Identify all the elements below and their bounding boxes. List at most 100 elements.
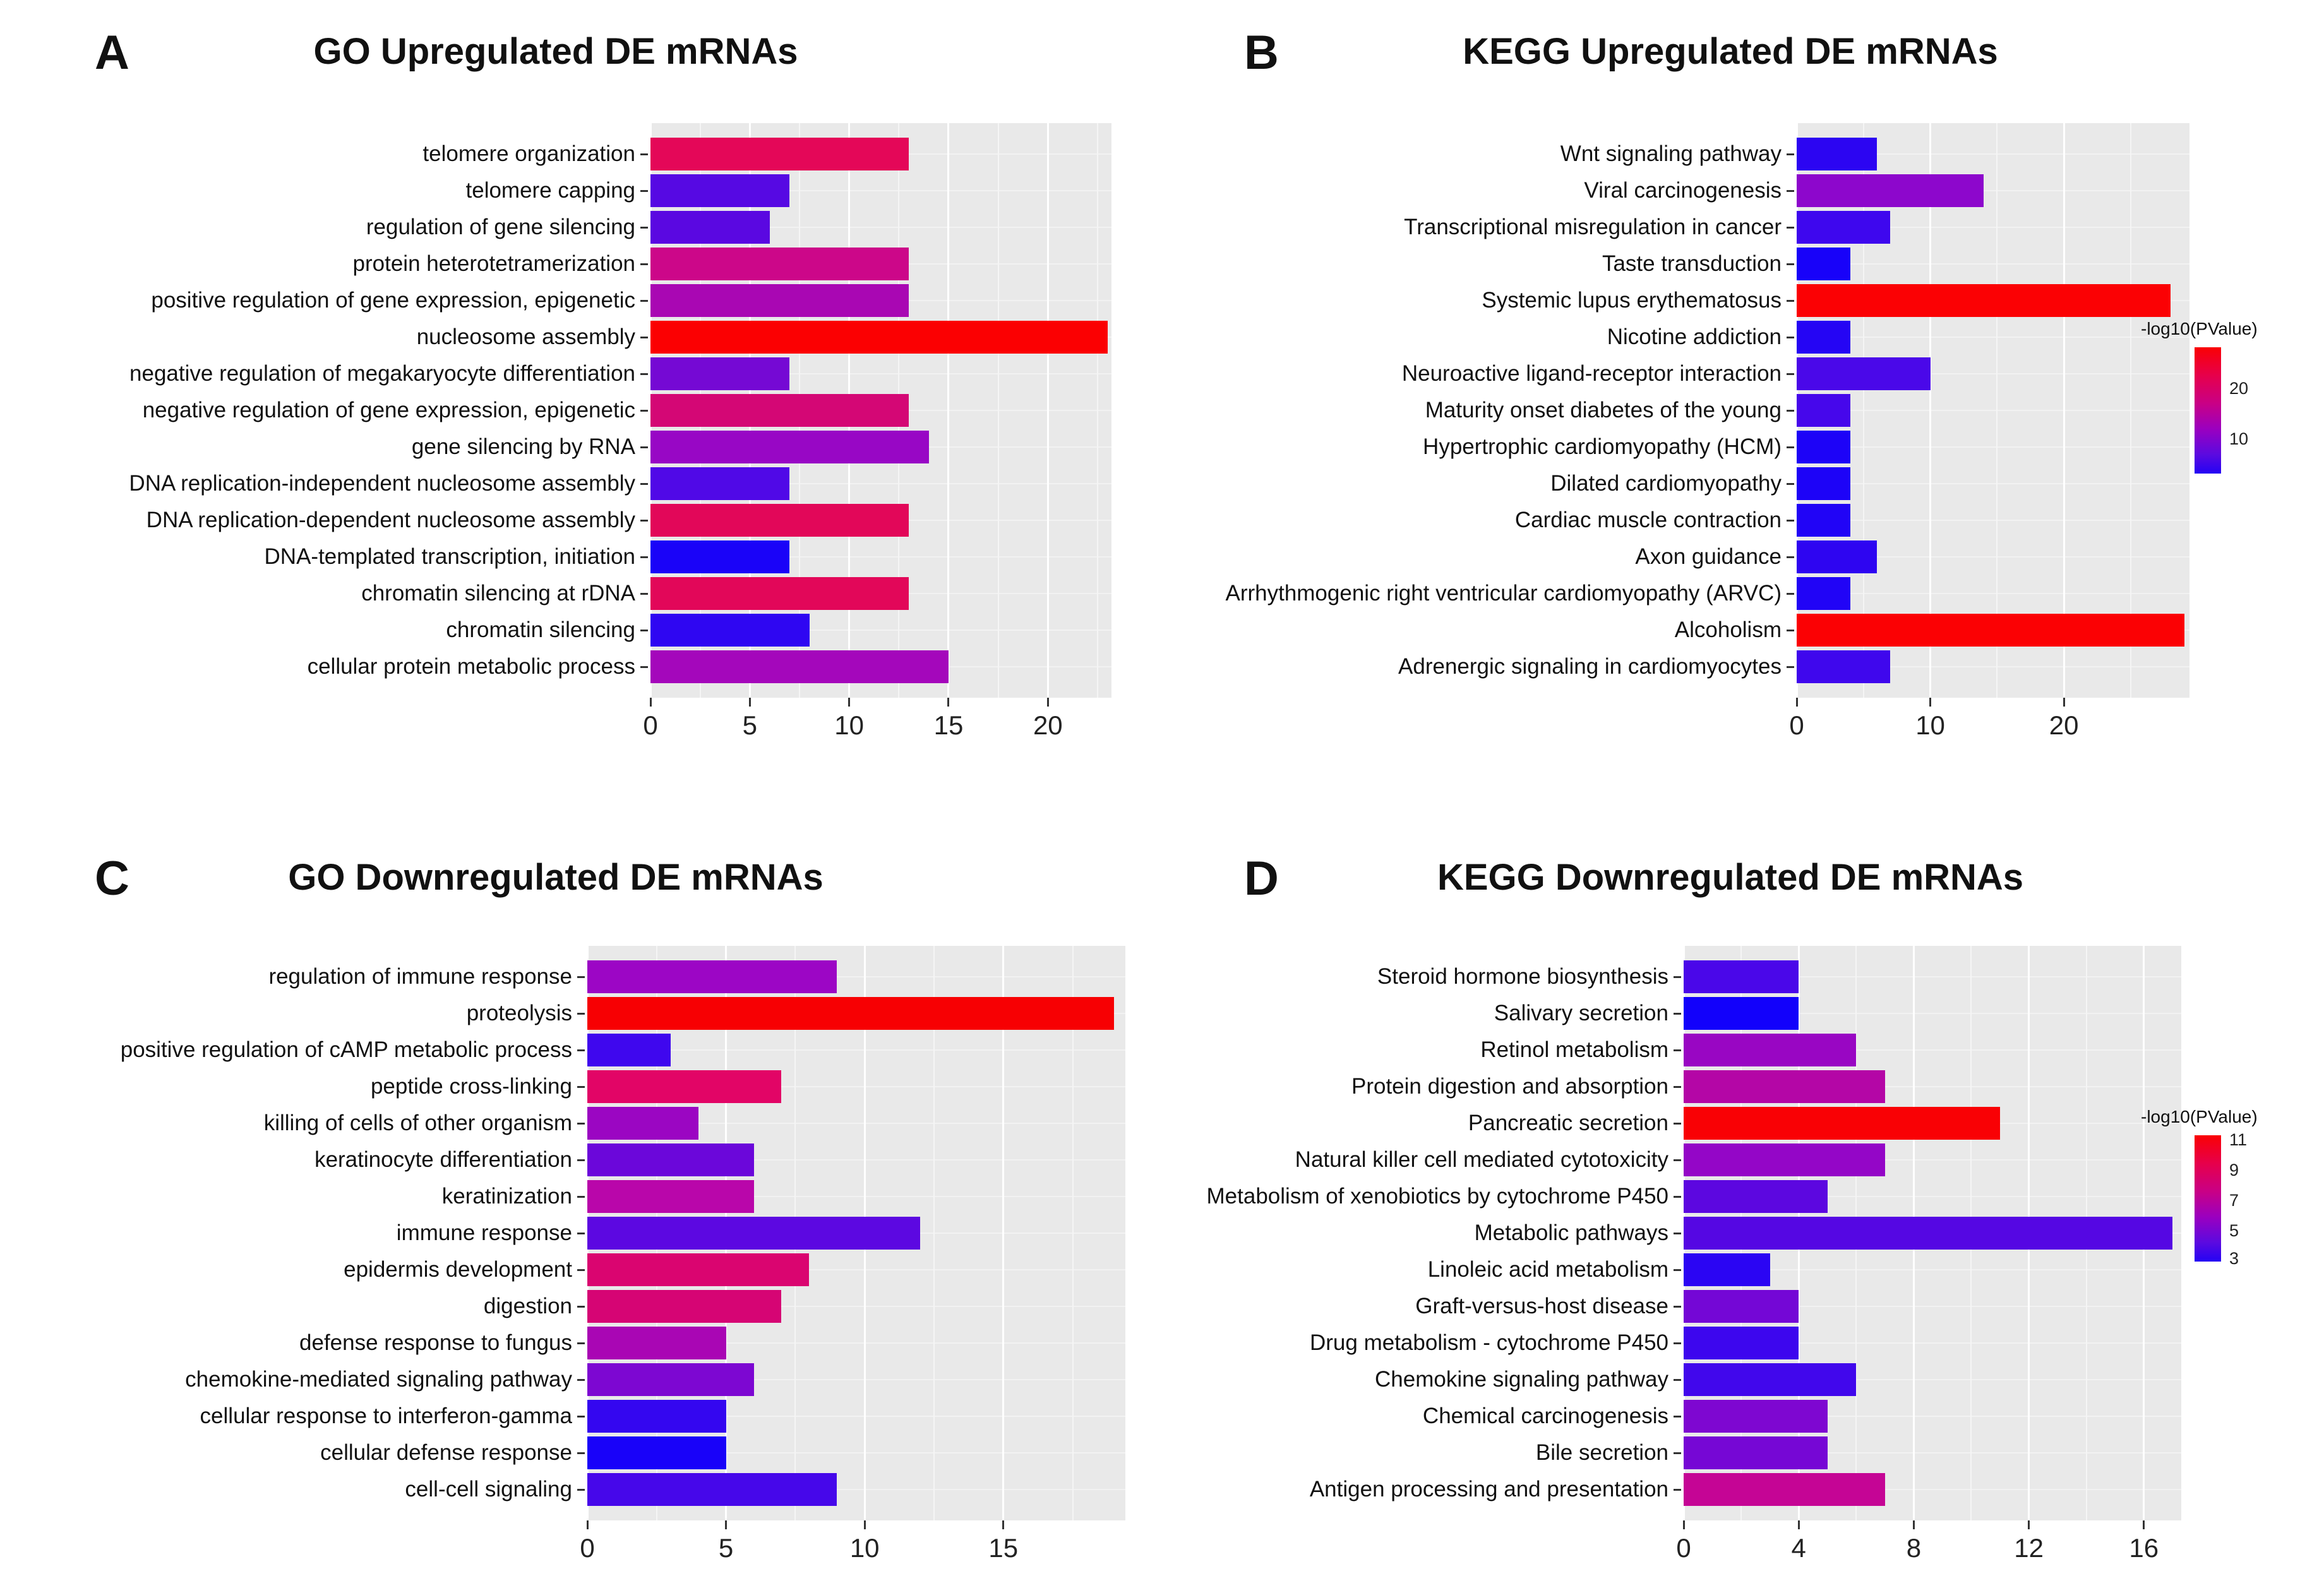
y-axis-tick (1674, 1488, 1681, 1491)
y-axis-label-row: cellular response to interferon-gamma (0, 1398, 585, 1435)
y-axis-label-row: Taste transduction (1137, 246, 1794, 282)
gridline-horizontal (587, 1342, 1125, 1344)
y-axis-tick (1674, 1378, 1681, 1381)
y-axis-tick (577, 1085, 585, 1088)
y-axis-label: keratinization (441, 1184, 572, 1209)
y-axis-label: killing of cells of other organism (263, 1111, 572, 1135)
y-axis-label-row: defense response to fungus (0, 1325, 585, 1361)
legend-tick-label: 7 (2229, 1191, 2239, 1210)
x-axis-tick-label: 10 (1915, 710, 1945, 740)
y-axis-label: Metabolic pathways (1474, 1221, 1668, 1245)
y-axis-tick (640, 373, 648, 375)
gridline-minor (1096, 123, 1098, 698)
y-axis-label: proteolysis (466, 1001, 572, 1025)
gridline-horizontal (650, 190, 1111, 191)
x-axis-tick (863, 1520, 866, 1529)
bar (1684, 1217, 2173, 1250)
y-axis-tick (1674, 1122, 1681, 1125)
bar (650, 138, 909, 170)
bar (1797, 577, 1850, 610)
gridline-horizontal (1684, 1269, 2181, 1270)
bar (587, 1436, 726, 1469)
panel-title: GO Downregulated DE mRNAs (288, 857, 824, 898)
bar (1684, 1436, 1828, 1469)
y-axis-tick (1787, 446, 1794, 448)
y-axis-label: telomere organization (422, 141, 635, 166)
y-axis-label-row: keratinocyte differentiation (0, 1142, 585, 1178)
x-axis-tick (1002, 1520, 1005, 1529)
y-axis-tick (1674, 1232, 1681, 1234)
y-axis-label: Bile secretion (1535, 1440, 1668, 1465)
bar (650, 357, 790, 390)
y-axis-tick (640, 482, 648, 485)
y-axis-label: immune response (396, 1221, 572, 1245)
y-axis-label: Linoleic acid metabolism (1427, 1257, 1668, 1282)
bar (1684, 1107, 2001, 1140)
y-axis-label: Salivary secretion (1494, 1001, 1668, 1025)
legend-tick-label: 9 (2229, 1161, 2239, 1179)
y-axis-label: nucleosome assembly (416, 325, 635, 349)
y-axis-tick (640, 519, 648, 522)
gridline-horizontal (1684, 1416, 2181, 1417)
y-axis-tick (577, 1269, 585, 1271)
x-axis-tick (2063, 698, 2065, 707)
gridline-horizontal (587, 1452, 1125, 1454)
gridline-minor (933, 946, 935, 1520)
y-axis-label-row: Nicotine addiction (1137, 319, 1794, 355)
bar (1797, 284, 2171, 317)
bar (587, 1107, 698, 1140)
y-axis-label-row: Bile secretion (1137, 1435, 1681, 1471)
y-axis-label: Pancreatic secretion (1468, 1111, 1668, 1135)
y-axis-tick (640, 226, 648, 229)
gridline-horizontal (1684, 1489, 2181, 1490)
gridline-horizontal (1797, 337, 2189, 338)
y-axis-tick (640, 263, 648, 265)
y-axis-tick (1674, 976, 1681, 978)
bar (587, 1327, 726, 1359)
gridline-horizontal (1684, 976, 2181, 977)
y-axis-label-row: Natural killer cell mediated cytotoxicit… (1137, 1142, 1681, 1178)
y-axis-label-row: Maturity onset diabetes of the young (1137, 392, 1794, 429)
bar (587, 1400, 726, 1433)
x-axis-tick (1797, 1520, 1800, 1529)
legend-title: -log10(PValue) (2141, 1107, 2258, 1126)
y-axis-label: Chemical carcinogenesis (1422, 1404, 1668, 1428)
y-axis-tick (1674, 1012, 1681, 1015)
bar (587, 1180, 754, 1213)
gridline-horizontal (1684, 1013, 2181, 1014)
gridline-horizontal (587, 1159, 1125, 1161)
y-axis-label-row: negative regulation of megakaryocyte dif… (0, 355, 648, 392)
y-axis-tick (640, 153, 648, 155)
x-axis-tick (1795, 698, 1798, 707)
y-axis-tick (577, 1378, 585, 1381)
bar (1797, 504, 1850, 537)
bar (650, 431, 929, 463)
y-axis-label-row: chromatin silencing (0, 612, 648, 648)
gridline-horizontal (587, 1196, 1125, 1197)
y-axis-label-row: Retinol metabolism (1137, 1032, 1681, 1068)
y-axis-label: regulation of gene silencing (366, 215, 635, 239)
bar (1797, 174, 1984, 207)
y-axis-tick (577, 1305, 585, 1308)
panel-letter: D (1244, 852, 1279, 905)
y-axis-label-row: Chemical carcinogenesis (1137, 1398, 1681, 1435)
y-axis-tick (640, 409, 648, 412)
y-axis-label: DNA replication-independent nucleosome a… (129, 471, 635, 496)
y-axis-label: Wnt signaling pathway (1560, 141, 1782, 166)
y-axis-label: Dilated cardiomyopathy (1550, 471, 1782, 496)
x-axis-tick (2143, 1520, 2145, 1529)
y-axis-tick (1674, 1415, 1681, 1418)
bar (650, 577, 909, 610)
y-axis-label: cell-cell signaling (405, 1477, 572, 1501)
y-axis-label-row: Arrhythmogenic right ventricular cardiom… (1137, 575, 1794, 612)
bar (1684, 960, 1799, 993)
x-axis-tick-label: 0 (643, 710, 658, 740)
bar (1684, 1363, 1857, 1396)
bar (1797, 467, 1850, 500)
bar (1797, 211, 1891, 244)
gridline-major (1002, 946, 1005, 1520)
y-axis-label: Metabolism of xenobiotics by cytochrome … (1206, 1184, 1668, 1209)
y-axis-label-row: Metabolic pathways (1137, 1215, 1681, 1251)
y-axis-label-row: regulation of immune response (0, 958, 585, 995)
y-axis-tick (577, 1488, 585, 1491)
